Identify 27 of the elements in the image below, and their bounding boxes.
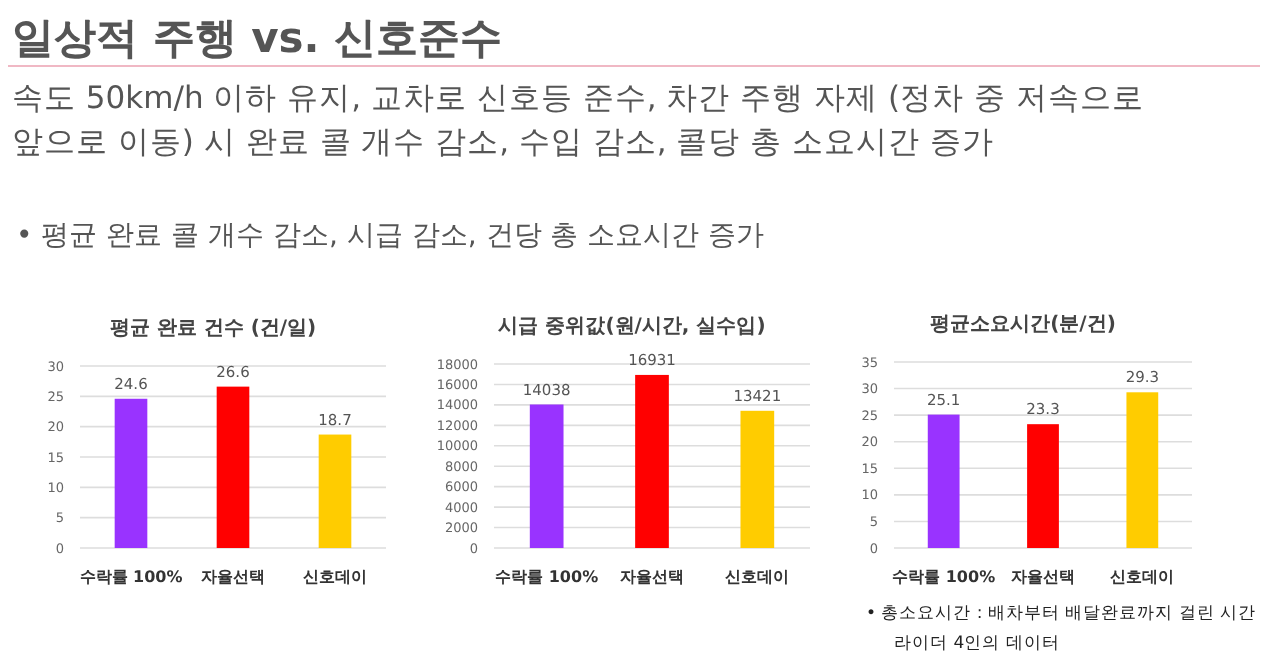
text: 일상적 주행 vs. 신호준수 (12, 14, 503, 62)
text: 라이더 4인의 데이터 (894, 634, 1060, 654)
x-tick-label: 수락률 100% (495, 568, 599, 586)
x-tick-label: 신호데이 (1110, 568, 1175, 586)
x-tick-label: 자율선택 (201, 568, 265, 586)
x-tick-label: 수락률 100% (79, 568, 183, 586)
x-tick-label: 자율선택 (620, 568, 684, 586)
x-tick-label: 신호데이 (725, 568, 790, 586)
bar (529, 404, 564, 548)
bar (1126, 392, 1159, 548)
bar (1027, 424, 1059, 548)
chart-title: 평균소요시간(분/건) (930, 314, 1116, 336)
bar (927, 414, 960, 548)
chart-title: 평균 완료 건수 (건/일) (109, 318, 317, 340)
bar (216, 386, 250, 548)
text: 속도 50km/h 이하 유지, 교차로 신호등 준수, 차간 주행 자제 (정차 중 저속으로 (12, 80, 1144, 116)
bar (114, 398, 148, 548)
chart-title: 시급 중위값(원/시간, 실수입) (498, 316, 766, 338)
x-tick-label: 자율선택 (1011, 568, 1075, 586)
text: 앞으로 이동) 시 완료 콜 개수 감소, 수입 감소, 콜당 총 소요시간 증가 (12, 124, 995, 160)
bar (635, 374, 669, 548)
bar (318, 434, 352, 548)
bar (740, 410, 775, 548)
text: • 평균 완료 콜 개수 감소, 시급 감소, 건당 총 소요시간 증가 (16, 220, 765, 252)
text: • 총소요시간 : 배차부터 배달완료까지 걸린 시간 (866, 604, 1257, 624)
x-tick-label: 신호데이 (303, 568, 367, 586)
x-tick-label: 수락률 100% (892, 568, 996, 586)
